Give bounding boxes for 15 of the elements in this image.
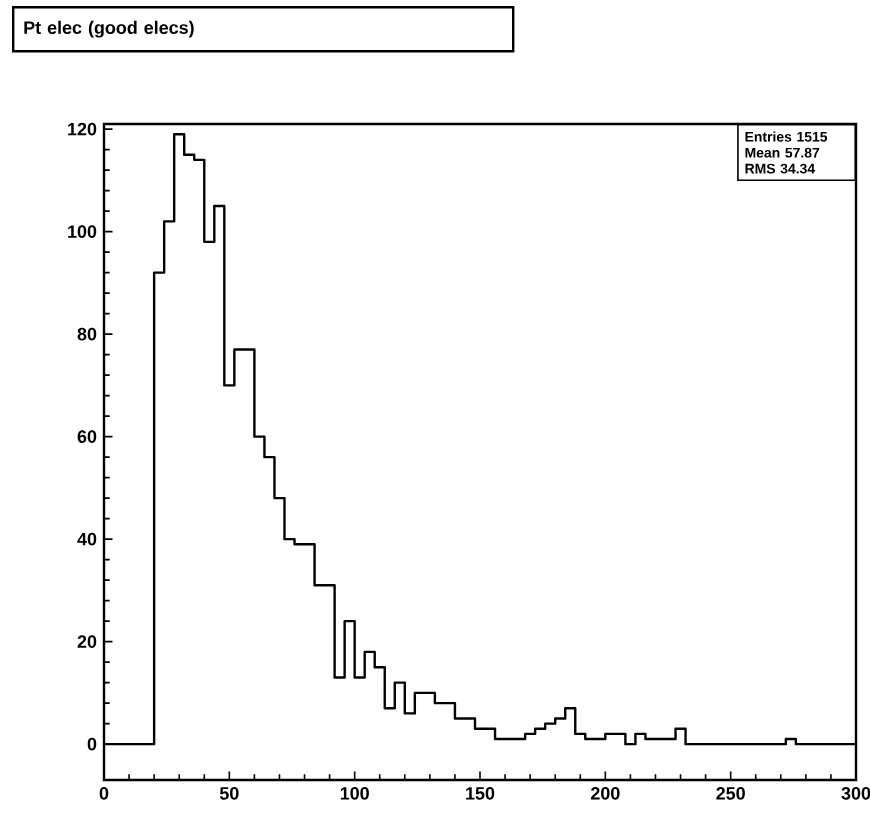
y-tick-label: 100 xyxy=(68,225,97,238)
x-tick-label: 50 xyxy=(219,787,239,800)
x-tick-label: 150 xyxy=(466,787,495,800)
x-tick-label: 100 xyxy=(340,787,369,800)
x-tick-label: 250 xyxy=(716,787,745,800)
y-tick-label: 0 xyxy=(87,737,97,751)
x-tick-label: 300 xyxy=(841,787,870,800)
x-tick-label: 200 xyxy=(591,787,620,800)
y-tick-label: 60 xyxy=(77,430,97,443)
y-tick-label: 120 xyxy=(68,122,97,136)
y-tick-label: 80 xyxy=(77,327,97,341)
x-tick-label: 0 xyxy=(99,787,109,800)
y-tick-label: 40 xyxy=(77,532,97,546)
y-tick-label: 20 xyxy=(77,635,97,648)
chart-title: Pt elec (good elecs) xyxy=(24,20,194,38)
